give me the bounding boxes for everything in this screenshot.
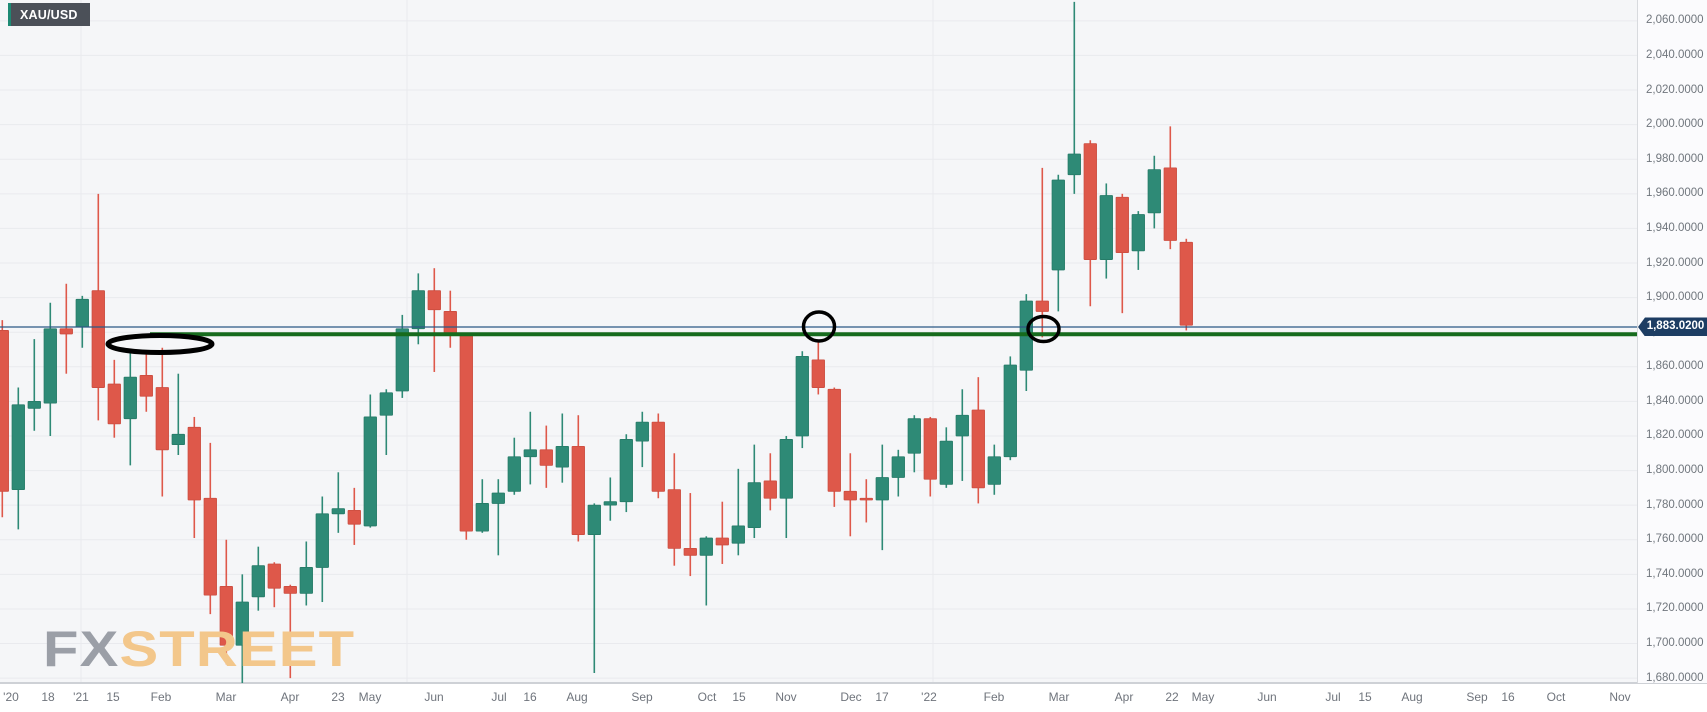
price-axis-label: 2,020.0000: [1646, 83, 1704, 96]
time-axis-label: Apr: [280, 690, 300, 704]
price-axis-label: 1,980.0000: [1646, 152, 1704, 165]
fxstreet-watermark: FXSTREET: [43, 624, 355, 674]
time-axis-label: '21: [73, 690, 89, 704]
price-axis-label: 1,780.0000: [1646, 498, 1704, 511]
time-axis-label: Jul: [1325, 690, 1341, 704]
watermark-fx: FX: [43, 621, 120, 677]
price-axis-label: 1,800.0000: [1646, 464, 1704, 477]
time-axis-label: 16: [523, 690, 537, 704]
price-axis-label: 2,060.0000: [1646, 14, 1704, 27]
time-axis-label: 16: [1501, 690, 1515, 704]
time-axis-label: Dec: [840, 690, 862, 704]
price-axis-label: 1,820.0000: [1646, 429, 1704, 442]
price-axis-label: 1,760.0000: [1646, 533, 1704, 546]
price-axis-label: 1,920.0000: [1646, 256, 1704, 269]
price-axis-label: 1,960.0000: [1646, 187, 1704, 200]
symbol-chip-label: XAU/USD: [20, 7, 78, 22]
price-axis[interactable]: 2,060.0000 2,040.0000 2,020.0000 2,000.0000…: [1637, 0, 1707, 684]
candles-group: [0, 1, 1193, 684]
time-axis-label: Aug: [566, 690, 588, 704]
time-axis-label: Jul: [491, 690, 507, 704]
time-axis-label: Oct: [1546, 690, 1566, 704]
watermark-street: STREET: [119, 621, 356, 677]
time-axis-label: Feb: [983, 690, 1005, 704]
price-axis-label: 1,840.0000: [1646, 394, 1704, 407]
time-axis-label: Aug: [1401, 690, 1423, 704]
time-axis-label: Mar: [1048, 690, 1070, 704]
current-price-badge: 1,883.0200: [1638, 317, 1707, 337]
time-axis-label: 17: [875, 690, 889, 704]
time-axis-label: Feb: [150, 690, 172, 704]
time-axis-label: 15: [732, 690, 746, 704]
price-axis-label: 1,940.0000: [1646, 221, 1704, 234]
time-axis-label: Jun: [1257, 690, 1277, 704]
time-axis-label: '22: [921, 690, 937, 704]
time-axis-label: Nov: [1609, 690, 1631, 704]
time-axis-label: 15: [106, 690, 120, 704]
time-axis-label: 22: [1165, 690, 1179, 704]
price-axis-label: 2,000.0000: [1646, 118, 1704, 131]
time-axis-label: May: [358, 690, 382, 704]
time-axis-label: Mar: [215, 690, 237, 704]
time-axis[interactable]: '20 18 '21 15 Feb Mar Apr 23 May Jun Jul 16 Aug Sep Oc…: [0, 683, 1707, 712]
time-axis-label: Sep: [631, 690, 653, 704]
price-axis-label: 1,740.0000: [1646, 567, 1704, 580]
time-axis-label: 18: [41, 690, 55, 704]
time-axis-label: '20: [3, 690, 19, 704]
price-axis-label: 1,700.0000: [1646, 637, 1704, 650]
price-axis-label: 2,040.0000: [1646, 48, 1704, 61]
price-axis-label: 1,720.0000: [1646, 602, 1704, 615]
price-axis-label: 1,680.0000: [1646, 671, 1704, 684]
time-axis-label: Sep: [1466, 690, 1488, 704]
time-axis-label: Jun: [424, 690, 444, 704]
time-axis-label: 23: [331, 690, 345, 704]
time-axis-label: Apr: [1114, 690, 1134, 704]
time-axis-label: Oct: [697, 690, 717, 704]
price-axis-label: 1,900.0000: [1646, 291, 1704, 304]
time-axis-label: May: [1191, 690, 1215, 704]
price-axis-label: 1,860.0000: [1646, 360, 1704, 373]
time-axis-label: 15: [1358, 690, 1372, 704]
time-axis-label: Nov: [775, 690, 797, 704]
ellipse-annotations[interactable]: [105, 310, 1061, 355]
symbol-chip[interactable]: XAU/USD: [8, 3, 90, 26]
